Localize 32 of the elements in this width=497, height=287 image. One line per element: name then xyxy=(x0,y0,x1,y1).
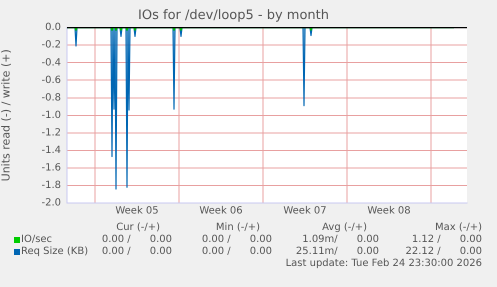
y-tick-label: -2.0 xyxy=(41,198,61,209)
chart-title: IOs for /dev/loop5 - by month xyxy=(138,8,329,24)
x-tick-label: Week 08 xyxy=(367,206,411,217)
y-tick-label: -1.2 xyxy=(41,127,61,138)
y-tick-label: -1.4 xyxy=(41,144,61,156)
text: Min (-/+) xyxy=(216,222,260,234)
y-tick-label: -0.4 xyxy=(41,57,61,68)
x-tick-label: Week 07 xyxy=(283,206,327,217)
y-tick-label: -0.2 xyxy=(41,40,61,51)
y-tick-label: -1.0 xyxy=(41,110,61,121)
x-tick-label: Week 05 xyxy=(115,206,159,217)
text: Max (-/+) xyxy=(434,222,482,234)
y-tick-label: -0.6 xyxy=(41,74,61,86)
y-axis-title: Units read (-) / write (+) xyxy=(0,49,12,182)
text: Last update: Tue Feb 24 23:30:00 2026 xyxy=(286,258,482,270)
text: 0.00 / 0.00 xyxy=(202,234,272,246)
text: 25.11m/ 0.00 xyxy=(296,246,379,258)
legend-label: Req Size (KB) xyxy=(21,246,88,258)
y-tick-label: 0.0 xyxy=(45,22,61,34)
y-tick-label: -1.8 xyxy=(41,180,61,192)
text: 0.00 / 0.00 xyxy=(102,246,172,258)
text: 1.09m/ 0.00 xyxy=(302,234,379,246)
text: 0.00 / 0.00 xyxy=(102,234,172,246)
text: 22.12 / 0.00 xyxy=(405,246,482,258)
text: 0.00 / 0.00 xyxy=(202,246,272,258)
text: 1.12 / 0.00 xyxy=(412,234,482,246)
y-tick-label: -0.8 xyxy=(41,92,61,104)
x-tick-label: Week 06 xyxy=(199,206,243,217)
text: Cur (-/+) xyxy=(116,222,160,234)
legend-label: IO/sec xyxy=(21,234,52,246)
y-tick-label: -1.6 xyxy=(41,162,61,174)
text: Avg (-/+) xyxy=(322,222,367,234)
